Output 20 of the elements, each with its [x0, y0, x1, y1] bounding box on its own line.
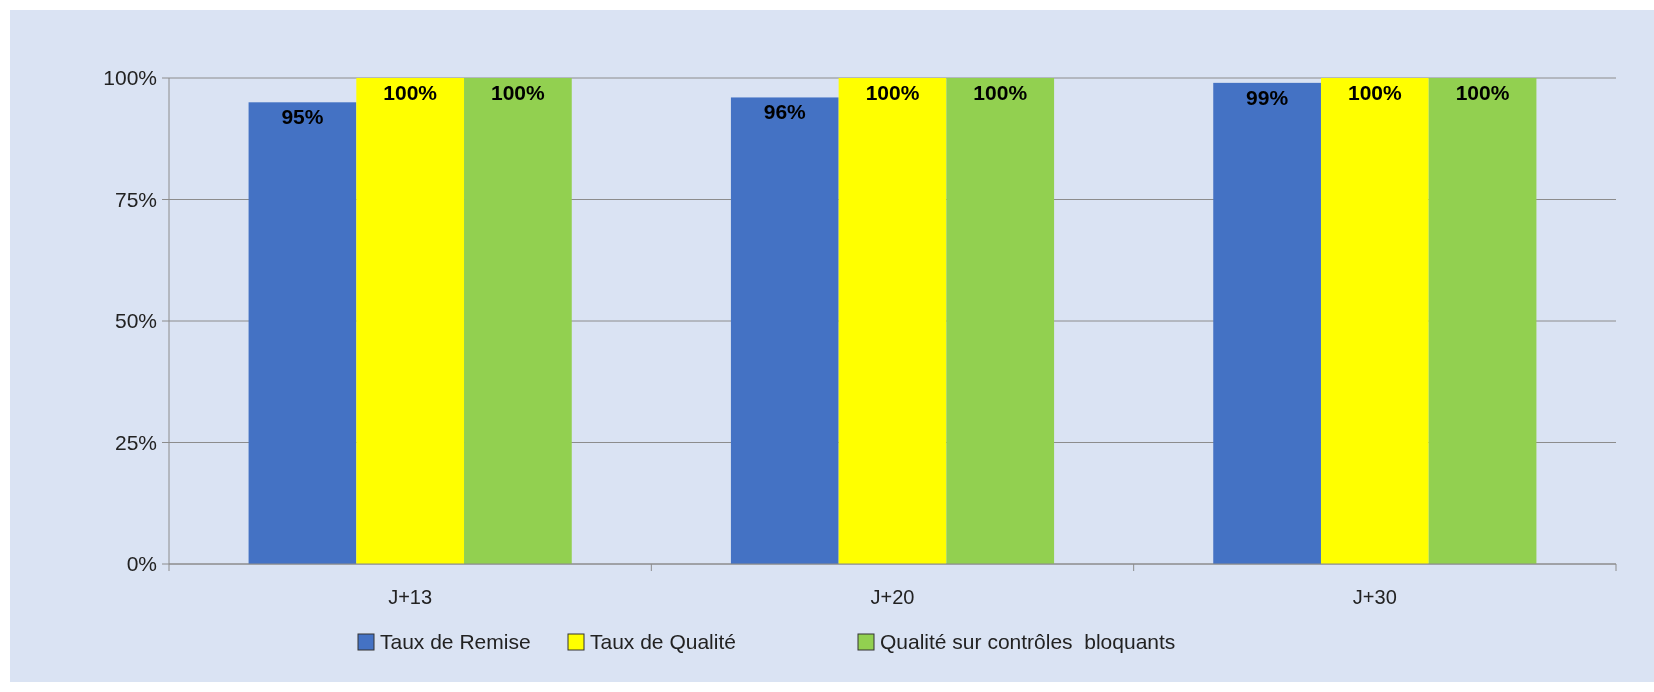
data-label: 100% — [1455, 81, 1510, 104]
y-tick-label: 0% — [126, 552, 157, 576]
data-label: 95% — [281, 105, 324, 129]
legend-label: Taux de Qualité — [590, 630, 736, 654]
data-label: 99% — [1246, 85, 1289, 109]
x-tick-label: J+13 — [388, 586, 433, 608]
data-label: 100% — [1347, 81, 1403, 104]
data-label: 96% — [763, 100, 807, 124]
y-tick-label: 50% — [114, 309, 157, 333]
x-tick-label: J+20 — [870, 586, 915, 608]
data-label: 100% — [383, 81, 438, 104]
y-tick-label: 100% — [103, 66, 157, 90]
x-tick-label: J+30 — [1352, 586, 1397, 608]
y-tick-label: 25% — [114, 430, 157, 454]
legend-label: Taux de Remise — [380, 630, 531, 654]
y-tick-label: 75% — [114, 187, 157, 211]
data-label: 100% — [865, 81, 920, 104]
legend-label: Qualité sur contrôles bloquants — [880, 630, 1176, 654]
data-label: 100% — [491, 81, 546, 104]
data-label: 100% — [973, 81, 1028, 104]
